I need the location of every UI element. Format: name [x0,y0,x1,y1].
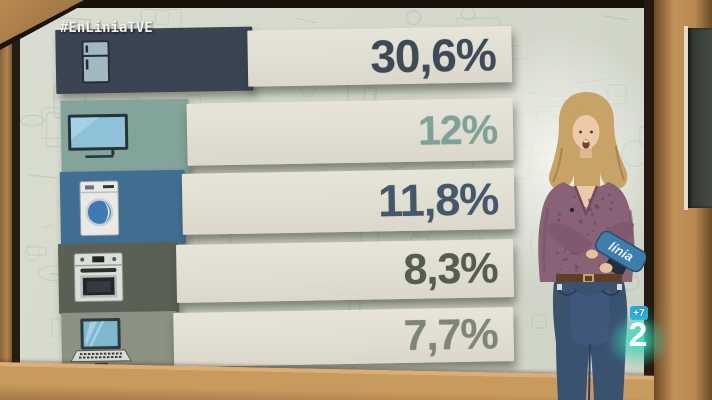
bar-refrigerator [55,26,254,95]
wood-frame-left [0,0,12,400]
hashtag-overlay: #EnLiniaTVE [60,20,153,36]
value-plate: 12% [186,98,514,166]
bar-oven [57,241,180,314]
oven-icon [73,252,124,303]
channel-badge: +7 [630,306,648,320]
bar-washing-machine [59,169,186,246]
lapel-mic [570,208,574,212]
pillar-niche [688,28,712,208]
value-plate: 30,6% [247,26,513,87]
value-plate: 8,3% [176,239,514,303]
screen-bezel-left [12,0,20,380]
pillar-niche-edge [684,26,688,210]
value-label: 30,6% [369,28,497,83]
bar-television [60,98,190,175]
value-label: 11,8% [377,173,499,227]
bar-row-laptop: 7,7% [18,8,645,376]
bar-row-television: 12% [18,8,645,175]
logo-glow [606,316,670,368]
value-plate: 11,8% [181,168,515,235]
television-icon [67,113,129,159]
washing-machine-icon [79,180,120,237]
presenter: línia [538,92,646,400]
screen-bezel-top [0,0,660,8]
refrigerator-icon [81,40,111,84]
value-label: 8,3% [403,243,498,294]
bar-chart: 30,6% 12% [18,8,648,378]
channel-logo: 2 [628,316,648,354]
screen-bezel-right [644,0,656,380]
value-label: 12% [417,105,498,154]
laptop-icon [70,317,132,366]
bar-row-oven: 8,3% [18,8,645,314]
value-label: 7,7% [403,309,499,360]
channel-logo-group: +7 2 [604,300,674,370]
bar-laptop [61,310,178,376]
bar-row-refrigerator: 30,6% [18,8,645,95]
bar-row-washing-machine: 11,8% [18,8,645,246]
value-plate: 7,7% [173,307,515,368]
